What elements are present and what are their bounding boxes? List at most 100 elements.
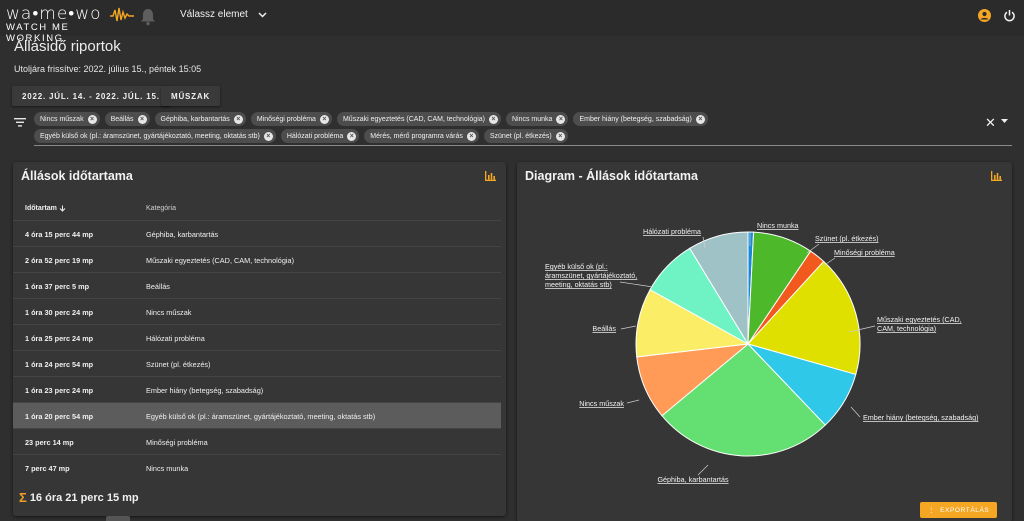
table-row[interactable]: 4 óra 15 perc 44 mp Géphiba, karbantartás (13, 220, 501, 246)
table-row[interactable]: 1 óra 23 perc 24 mp Ember hiány (betegség… (13, 376, 501, 402)
table-row[interactable]: 1 óra 24 perc 54 mp Szünet (pl. étkezés) (13, 350, 501, 376)
duration-cell: 2 óra 52 perc 19 mp (25, 256, 94, 265)
date-range-button[interactable]: 2022. JÚL. 14. - 2022. JÚL. 15. (12, 86, 170, 106)
filter-chip[interactable]: Szünet (pl. étkezés) × (483, 129, 568, 143)
remove-chip-icon[interactable]: × (319, 114, 329, 124)
remove-chip-icon[interactable]: × (695, 114, 705, 124)
remove-chip-icon[interactable]: × (87, 114, 97, 124)
filter-chip[interactable]: Minőségi probléma × (250, 112, 332, 126)
remove-chip-icon[interactable]: × (347, 131, 357, 141)
pie-chart-card: Diagram - Állások időtartama Nincs munka… (517, 162, 1012, 521)
pie-slice[interactable] (689, 231, 749, 346)
duration-column-label: Időtartam (25, 205, 57, 212)
pie-slice-label: Szünet (pl. étkezés) (815, 234, 879, 243)
filter-chip-label: Nincs munka (511, 115, 553, 123)
remove-chip-icon[interactable]: × (555, 131, 565, 141)
pie-slice-label: Nincs munka (757, 221, 799, 230)
logo[interactable]: wa•me•wo WATCH ME WORKING (6, 4, 134, 44)
caret-down-icon[interactable] (1001, 119, 1008, 123)
filter-chip-label: Egyéb külső ok (pl.: áramszünet, gyártáj… (40, 132, 260, 140)
filter-chip[interactable]: Nincs munka × (505, 112, 569, 126)
arrow-down-icon (59, 205, 66, 212)
pie-chart-title: Diagram - Állások időtartama (525, 169, 698, 183)
waveform-icon (110, 7, 134, 22)
user-icon[interactable] (978, 9, 991, 22)
total-duration: Σ 16 óra 21 perc 15 mp (19, 490, 139, 505)
durations-table-title: Állások időtartama (21, 169, 133, 183)
leader-line (697, 464, 709, 476)
filter-chip-list: Nincs műszak × Beállás × Géphiba, karbantart… (34, 112, 794, 143)
bell-icon[interactable] (140, 8, 156, 26)
shift-button[interactable]: MŰSZAK (161, 86, 221, 106)
pie-slice[interactable] (747, 260, 861, 376)
duration-column-header[interactable]: Időtartam (25, 205, 66, 212)
pie-slice-label: Hálózati probléma (643, 227, 701, 236)
leader-line (620, 325, 637, 330)
element-selector[interactable]: Válassz elemet (180, 9, 267, 20)
filter-chip[interactable]: Hálózati probléma × (280, 129, 360, 143)
pie-slice-label: Beállás (592, 324, 616, 333)
filter-chip-label: Mérés, mérő programra várás (370, 132, 463, 140)
last-updated-text: Utoljára frissítve: 2022. július 15., pé… (14, 64, 202, 74)
filter-underline (34, 145, 1012, 146)
table-row[interactable]: 7 perc 47 mp Nincs munka (13, 454, 501, 480)
bar-chart-icon[interactable] (991, 171, 1002, 181)
scroll-handle[interactable] (106, 516, 130, 521)
filter-chip-label: Műszaki egyeztetés (CAD, CAM, technológi… (342, 115, 485, 123)
remove-chip-icon[interactable]: × (556, 114, 566, 124)
duration-cell: 1 óra 25 perc 24 mp (25, 334, 94, 343)
power-icon[interactable] (1003, 9, 1016, 22)
filter-chip-label: Hálózati probléma (286, 132, 344, 140)
category-cell: Beállás (146, 282, 170, 291)
leader-line (626, 399, 640, 404)
remove-chip-icon[interactable]: × (263, 131, 273, 141)
export-button-label: EXPORTÁLÁS (940, 506, 990, 514)
table-row[interactable]: 1 óra 30 perc 24 mp Nincs műszak (13, 298, 501, 324)
pie-slice[interactable] (661, 343, 826, 457)
filter-chip[interactable]: Műszaki egyeztetés (CAD, CAM, technológi… (336, 112, 501, 126)
category-column-header[interactable]: Kategória (146, 205, 176, 212)
table-row[interactable]: 1 óra 25 perc 24 mp Hálózati probléma (13, 324, 501, 350)
more-vert-icon: ⋮ (928, 507, 936, 514)
category-cell: Minőségi probléma (146, 438, 208, 447)
table-header: Időtartam Kategória (13, 197, 506, 220)
remove-chip-icon[interactable]: × (137, 114, 147, 124)
chevron-down-icon (258, 11, 267, 18)
leader-line (850, 406, 861, 418)
table-row[interactable]: 23 perc 14 mp Minőségi probléma (13, 428, 501, 454)
pie-slice-label: áramszünet, gyártájékoztató, (545, 271, 637, 280)
filter-chip-label: Nincs műszak (40, 115, 84, 123)
category-cell: Nincs műszak (146, 308, 192, 317)
filter-chip-label: Beállás (110, 115, 134, 123)
filter-chip-label: Géphiba, karbantartás (160, 115, 230, 123)
filter-chip[interactable]: Géphiba, karbantartás × (154, 112, 246, 126)
leader-line (822, 257, 836, 267)
pie-slice-label: Minőségi probléma (834, 248, 895, 257)
remove-chip-icon[interactable]: × (233, 114, 243, 124)
category-cell: Ember hiány (betegség, szabadság) (146, 386, 264, 395)
export-button[interactable]: ⋮ EXPORTÁLÁS (920, 502, 998, 518)
remove-chip-icon[interactable]: × (488, 114, 498, 124)
duration-cell: 1 óra 30 perc 24 mp (25, 308, 94, 317)
table-row[interactable]: 1 óra 37 perc 5 mp Beállás (13, 272, 501, 298)
leader-line (848, 325, 876, 333)
pie-slice-label: CAM, technológia) (877, 324, 936, 333)
duration-cell: 7 perc 47 mp (25, 464, 70, 473)
filter-icon[interactable] (14, 118, 26, 127)
duration-cell: 1 óra 24 perc 54 mp (25, 360, 94, 369)
filter-chip[interactable]: Nincs műszak × (34, 112, 100, 126)
category-cell: Szünet (pl. étkezés) (146, 360, 211, 369)
total-duration-value: 16 óra 21 perc 15 mp (29, 491, 139, 504)
bar-chart-icon[interactable] (485, 171, 496, 181)
filter-chip[interactable]: Egyéb külső ok (pl.: áramszünet, gyártáj… (34, 129, 276, 143)
filter-chip[interactable]: Mérés, mérő programra várás × (364, 129, 479, 143)
sigma-icon: Σ (19, 490, 27, 505)
filter-chip[interactable]: Beállás × (104, 112, 150, 126)
table-row[interactable]: 1 óra 20 perc 54 mp Egyéb külső ok (pl.: … (13, 402, 501, 428)
duration-cell: 1 óra 23 perc 24 mp (25, 386, 94, 395)
filter-chip[interactable]: Ember hiány (betegség, szabadság) × (573, 112, 708, 126)
remove-chip-icon[interactable]: × (466, 131, 476, 141)
table-row[interactable]: 2 óra 52 perc 19 mp Műszaki egyeztetés (C… (13, 246, 501, 272)
element-selector-label: Válassz elemet (180, 9, 248, 20)
clear-filters-icon[interactable]: ✕ (985, 115, 996, 130)
